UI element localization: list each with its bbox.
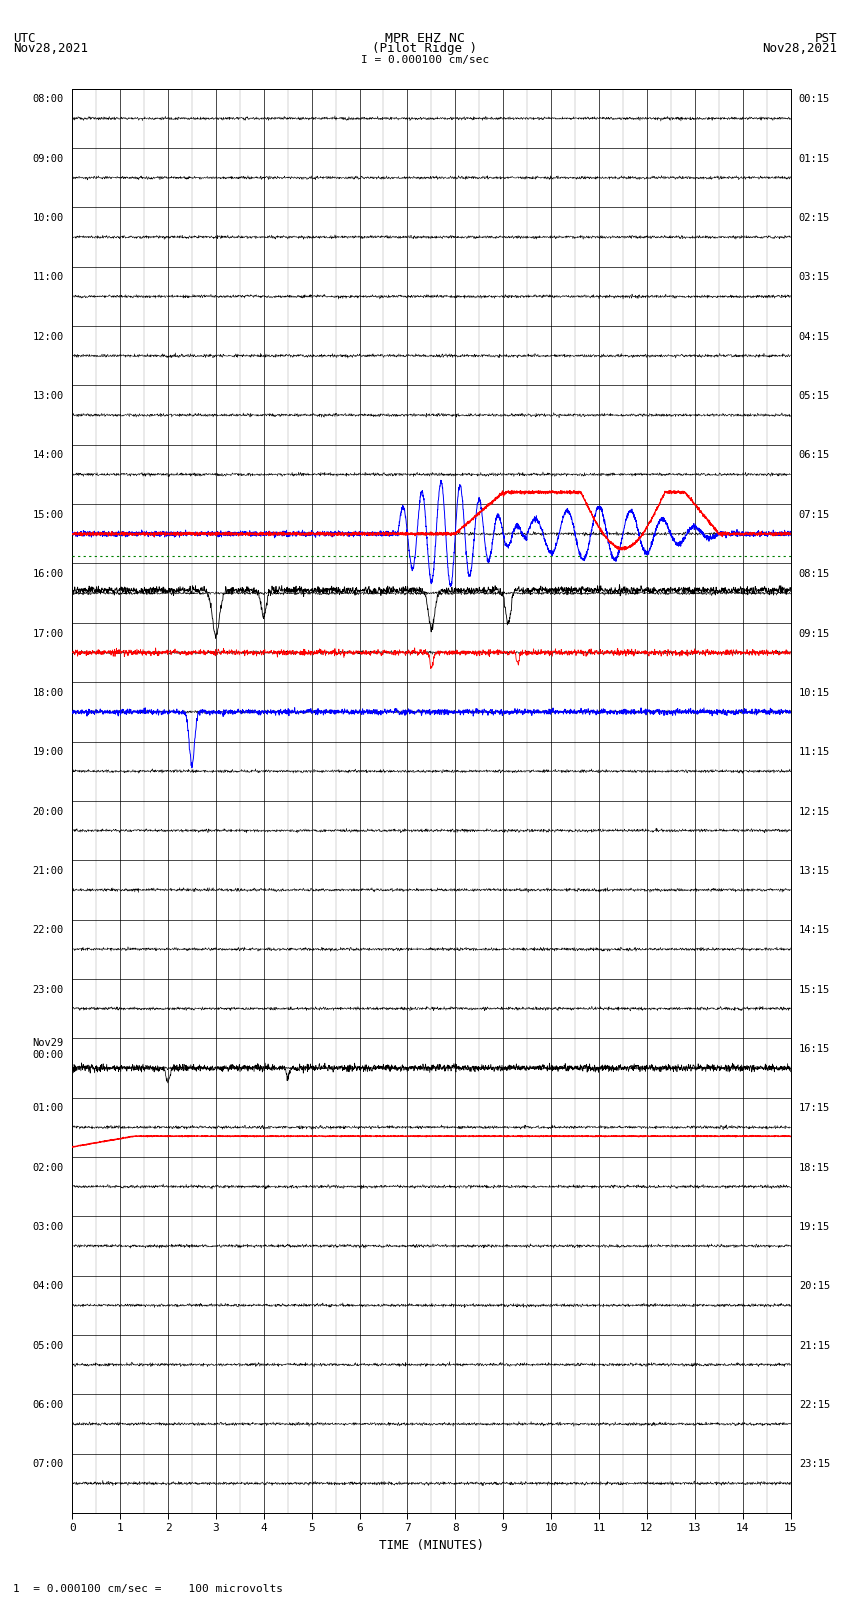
Text: 12:15: 12:15 bbox=[799, 806, 830, 816]
Text: UTC: UTC bbox=[13, 32, 35, 45]
Text: 15:15: 15:15 bbox=[799, 984, 830, 995]
Text: 07:15: 07:15 bbox=[799, 510, 830, 519]
Text: 10:00: 10:00 bbox=[32, 213, 64, 223]
Text: 14:00: 14:00 bbox=[32, 450, 64, 460]
Text: 19:15: 19:15 bbox=[799, 1223, 830, 1232]
Text: 13:00: 13:00 bbox=[32, 390, 64, 402]
Text: 20:15: 20:15 bbox=[799, 1281, 830, 1292]
Text: 04:00: 04:00 bbox=[32, 1281, 64, 1292]
Text: Nov29
00:00: Nov29 00:00 bbox=[32, 1039, 64, 1060]
Text: 23:15: 23:15 bbox=[799, 1460, 830, 1469]
Text: 22:15: 22:15 bbox=[799, 1400, 830, 1410]
Text: 03:15: 03:15 bbox=[799, 273, 830, 282]
Text: 00:15: 00:15 bbox=[799, 95, 830, 105]
Text: 23:00: 23:00 bbox=[32, 984, 64, 995]
Text: 12:00: 12:00 bbox=[32, 332, 64, 342]
Text: 07:00: 07:00 bbox=[32, 1460, 64, 1469]
Text: 04:15: 04:15 bbox=[799, 332, 830, 342]
Text: 20:00: 20:00 bbox=[32, 806, 64, 816]
Text: 08:00: 08:00 bbox=[32, 95, 64, 105]
Text: 19:00: 19:00 bbox=[32, 747, 64, 756]
Text: Nov28,2021: Nov28,2021 bbox=[13, 42, 88, 55]
Text: 21:00: 21:00 bbox=[32, 866, 64, 876]
Text: 22:00: 22:00 bbox=[32, 926, 64, 936]
Text: 17:15: 17:15 bbox=[799, 1103, 830, 1113]
Text: Nov28,2021: Nov28,2021 bbox=[762, 42, 837, 55]
Text: 01:15: 01:15 bbox=[799, 153, 830, 165]
Text: 1  = 0.000100 cm/sec =    100 microvolts: 1 = 0.000100 cm/sec = 100 microvolts bbox=[13, 1584, 283, 1594]
Text: PST: PST bbox=[815, 32, 837, 45]
Text: 10:15: 10:15 bbox=[799, 687, 830, 698]
Text: 16:00: 16:00 bbox=[32, 569, 64, 579]
Text: 06:15: 06:15 bbox=[799, 450, 830, 460]
Text: 03:00: 03:00 bbox=[32, 1223, 64, 1232]
Text: 11:00: 11:00 bbox=[32, 273, 64, 282]
Text: 09:00: 09:00 bbox=[32, 153, 64, 165]
Text: 13:15: 13:15 bbox=[799, 866, 830, 876]
Text: 18:15: 18:15 bbox=[799, 1163, 830, 1173]
Text: I = 0.000100 cm/sec: I = 0.000100 cm/sec bbox=[361, 55, 489, 65]
Text: 17:00: 17:00 bbox=[32, 629, 64, 639]
Text: 02:15: 02:15 bbox=[799, 213, 830, 223]
Text: 05:15: 05:15 bbox=[799, 390, 830, 402]
X-axis label: TIME (MINUTES): TIME (MINUTES) bbox=[379, 1539, 484, 1552]
Text: 05:00: 05:00 bbox=[32, 1340, 64, 1350]
Text: 14:15: 14:15 bbox=[799, 926, 830, 936]
Text: MPR EHZ NC: MPR EHZ NC bbox=[385, 32, 465, 45]
Text: 16:15: 16:15 bbox=[799, 1044, 830, 1053]
Text: 09:15: 09:15 bbox=[799, 629, 830, 639]
Text: 06:00: 06:00 bbox=[32, 1400, 64, 1410]
Text: 18:00: 18:00 bbox=[32, 687, 64, 698]
Text: 01:00: 01:00 bbox=[32, 1103, 64, 1113]
Text: (Pilot Ridge ): (Pilot Ridge ) bbox=[372, 42, 478, 55]
Text: 08:15: 08:15 bbox=[799, 569, 830, 579]
Text: 15:00: 15:00 bbox=[32, 510, 64, 519]
Text: 11:15: 11:15 bbox=[799, 747, 830, 756]
Text: 21:15: 21:15 bbox=[799, 1340, 830, 1350]
Text: 02:00: 02:00 bbox=[32, 1163, 64, 1173]
